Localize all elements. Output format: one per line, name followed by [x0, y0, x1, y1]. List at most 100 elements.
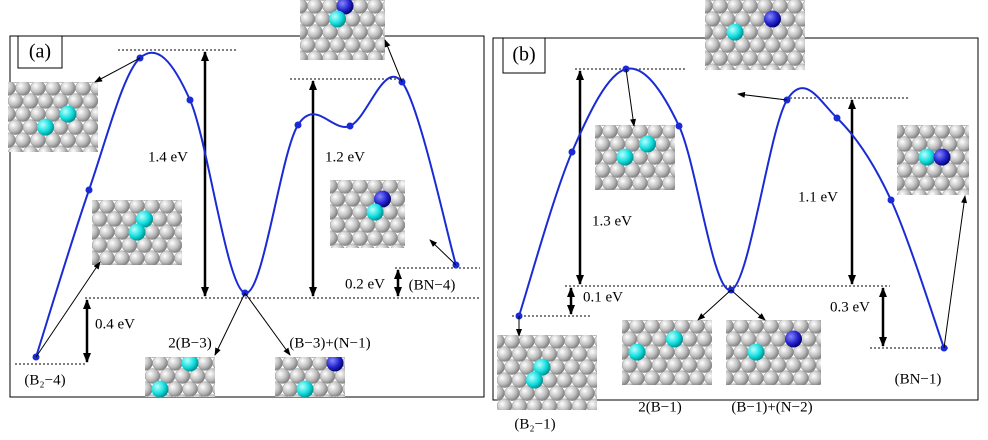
atom [654, 162, 671, 178]
state-label: (B₂−4) [24, 372, 65, 388]
structure-inset [726, 319, 846, 399]
atom [763, 344, 779, 360]
atom [622, 337, 623, 341]
atom [935, 202, 950, 217]
structure-inset [475, 334, 597, 410]
atom [22, 145, 39, 152]
atom [678, 202, 693, 217]
atom [683, 51, 698, 66]
atom [350, 369, 365, 384]
atom [368, 257, 383, 272]
dopant-atom [136, 210, 153, 228]
atom [52, 145, 69, 152]
atom [352, 180, 368, 194]
dopant-atom [151, 380, 169, 397]
atom [160, 277, 175, 292]
atom [76, 159, 91, 174]
atom [949, 175, 965, 191]
atom [16, 159, 31, 174]
atom [705, 17, 706, 21]
atom [810, 38, 825, 53]
atom [159, 224, 175, 240]
atom [197, 357, 213, 371]
atom [327, 381, 343, 397]
atom [374, 37, 385, 53]
atom [659, 125, 666, 126]
atom [334, 368, 345, 384]
atom [294, 357, 301, 358]
atom [656, 320, 663, 321]
atom [307, 24, 323, 40]
atom [824, 319, 839, 334]
atom [662, 125, 675, 139]
atom [704, 320, 712, 334]
state-point [675, 122, 683, 130]
pointer [625, 68, 636, 127]
atom [810, 64, 825, 79]
atom [728, 77, 743, 92]
atom [364, 180, 371, 181]
atom [153, 408, 168, 423]
atom [897, 188, 913, 195]
atom [519, 335, 535, 349]
atom [98, 67, 113, 82]
atom [617, 125, 633, 139]
atom [726, 337, 727, 341]
atom [931, 125, 938, 126]
atom [595, 162, 611, 178]
atom [704, 370, 712, 385]
atom [711, 363, 712, 367]
atom [308, 179, 323, 194]
atom [330, 223, 331, 227]
atom [759, 383, 768, 385]
atom [475, 334, 490, 349]
atom [564, 359, 580, 375]
atom [206, 394, 215, 397]
pointer [943, 195, 968, 349]
atom [662, 175, 675, 190]
atom [644, 344, 660, 360]
atom [808, 320, 821, 334]
atom [949, 149, 965, 165]
atom [96, 200, 103, 201]
atom [475, 386, 490, 401]
atom [595, 168, 596, 172]
atom [757, 50, 773, 66]
atom [309, 357, 316, 358]
atom [564, 335, 580, 349]
dopant-atom [59, 105, 77, 123]
dopant-atom [366, 203, 384, 221]
atom [343, 408, 358, 423]
atom [268, 408, 283, 423]
atom [176, 394, 189, 397]
pointer [35, 261, 101, 358]
atom [564, 385, 580, 401]
atom [213, 408, 228, 423]
atom [831, 384, 846, 399]
state-label: (BN−1) [895, 371, 942, 387]
atom-grid [622, 320, 712, 385]
atom [808, 344, 821, 360]
atom [359, 37, 376, 53]
atom [181, 243, 182, 247]
atom [897, 125, 905, 139]
atom [742, 0, 758, 14]
atom [22, 93, 39, 109]
atom [897, 142, 898, 146]
atom [360, 243, 375, 248]
atom [779, 63, 796, 70]
atom [123, 356, 138, 371]
atom [743, 77, 758, 92]
atom [167, 357, 183, 371]
atom-grid [85, 200, 182, 292]
structure-insets [8, 0, 969, 423]
atom [526, 398, 543, 410]
atom [145, 277, 160, 292]
atom [323, 257, 338, 272]
atom [330, 230, 338, 246]
atom [85, 277, 100, 292]
atom [275, 374, 276, 378]
atom [911, 188, 928, 195]
structure-inset [897, 125, 969, 217]
